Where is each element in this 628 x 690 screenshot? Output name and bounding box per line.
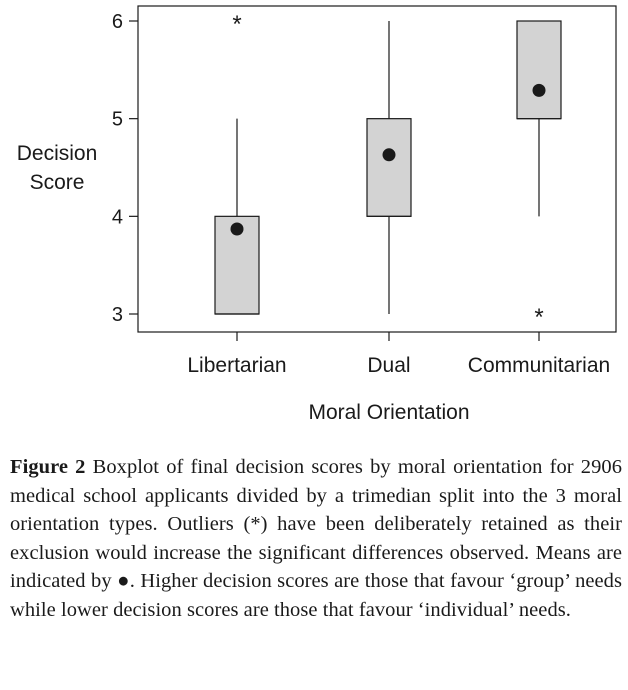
box-series: ** bbox=[214, 11, 562, 331]
box bbox=[214, 215, 260, 315]
x-tick-label: Communitarian bbox=[468, 354, 610, 377]
y-tick-label: 4 bbox=[112, 206, 123, 228]
box-group: * bbox=[214, 11, 260, 315]
y-tick-label: 6 bbox=[112, 11, 123, 33]
mean-symbol-glyph: ● bbox=[117, 570, 130, 593]
mean-marker bbox=[382, 148, 396, 162]
outlier-marker: * bbox=[534, 304, 543, 331]
caption-text-part-2: . Higher decision scores are those that … bbox=[10, 570, 622, 621]
mean-marker bbox=[532, 83, 546, 97]
x-tick-label: Libertarian bbox=[187, 354, 286, 377]
y-tick-label: 3 bbox=[112, 304, 123, 326]
box bbox=[516, 20, 562, 120]
x-axis-ticks: Libertarian Dual Communitarian bbox=[187, 332, 610, 377]
plot-border bbox=[137, 5, 617, 333]
outlier-marker: * bbox=[232, 11, 241, 38]
y-axis-title-line-1: Decision bbox=[17, 142, 98, 165]
y-axis-ticks: 3 4 5 6 bbox=[112, 11, 138, 326]
x-axis-title: Moral Orientation bbox=[308, 401, 469, 424]
plot-frame bbox=[137, 5, 617, 333]
y-axis-title: Decision Score bbox=[17, 142, 98, 194]
mean-marker bbox=[230, 222, 244, 236]
figure-caption: Figure 2 Boxplot of final decision score… bbox=[10, 453, 622, 625]
x-tick-label: Dual bbox=[367, 354, 410, 377]
box-group bbox=[366, 21, 412, 314]
box bbox=[366, 118, 412, 217]
y-tick-label: 5 bbox=[112, 109, 123, 131]
figure-label: Figure 2 bbox=[10, 456, 86, 478]
y-axis-title-line-2: Score bbox=[30, 171, 85, 194]
box-group: * bbox=[516, 20, 562, 331]
caption-text-part-1: Boxplot of final decision scores by mora… bbox=[10, 456, 622, 593]
